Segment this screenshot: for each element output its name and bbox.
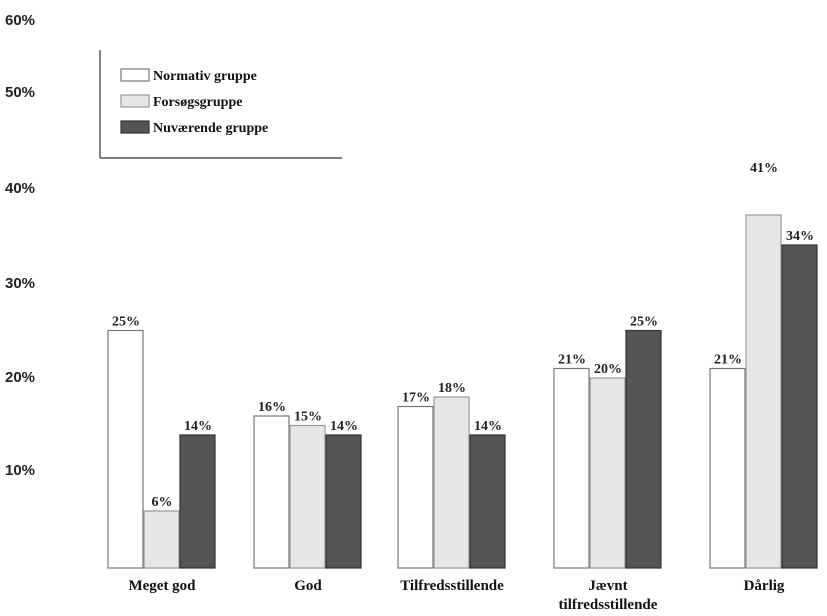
bar: [253, 415, 290, 569]
legend-label: Forsøgsgruppe: [153, 95, 242, 110]
value-label: 14%: [474, 419, 502, 434]
value-label: 21%: [558, 353, 586, 368]
bar: [553, 367, 590, 569]
legend-swatch: [120, 68, 150, 82]
y-tick-label: 20%: [5, 369, 35, 386]
bar: [179, 434, 216, 569]
x-axis-labels: Meget god God Tilfredsstillende Jævnt tilfre…: [128, 578, 784, 613]
y-tick-label: 40%: [5, 180, 35, 197]
value-label: 20%: [594, 362, 622, 377]
bar: [709, 367, 746, 569]
x-tick-label: Meget god: [128, 578, 196, 594]
bar: [289, 424, 326, 569]
value-label: 25%: [112, 315, 140, 330]
value-label: 15%: [294, 410, 322, 425]
value-label: 18%: [438, 381, 466, 396]
value-label: 25%: [630, 315, 658, 330]
value-label: 41%: [750, 161, 778, 176]
legend-label: Nuværende gruppe: [153, 121, 268, 136]
value-label: 14%: [330, 419, 358, 434]
bar: [143, 510, 180, 569]
y-tick-label: 60%: [5, 12, 35, 29]
x-tick-label: Dårlig: [744, 578, 785, 594]
x-tick-label: tilfredsstillende: [559, 597, 658, 613]
y-axis-ticks: 10% 20% 30% 40% 50% 60%: [5, 12, 35, 479]
y-tick-label: 10%: [5, 462, 35, 479]
value-label: 34%: [786, 229, 814, 244]
bar: [469, 434, 506, 569]
bar: [325, 434, 362, 569]
value-label: 14%: [184, 419, 212, 434]
value-label: 17%: [402, 391, 430, 406]
bars: [107, 214, 818, 569]
bar: [745, 214, 782, 569]
legend-swatch: [120, 120, 150, 134]
bar: [107, 329, 144, 569]
value-labels: 25% 16% 17% 21% 21% 6% 15% 18% 20% 41% 14% 14% 14% 25…: [112, 161, 814, 510]
legend-swatch: [120, 94, 150, 108]
value-label: 16%: [258, 400, 286, 415]
x-tick-label: God: [294, 578, 322, 594]
bar: [781, 244, 818, 569]
value-label: 6%: [152, 495, 173, 510]
x-tick-label: Jævnt: [588, 578, 627, 594]
bar: [433, 396, 470, 569]
bar: [625, 329, 662, 569]
legend: Normativ gruppe Forsøgsgruppe Nuværende gr…: [99, 50, 342, 159]
value-label: 21%: [714, 353, 742, 368]
y-tick-label: 50%: [5, 84, 35, 101]
y-tick-label: 30%: [5, 275, 35, 292]
bar: [589, 377, 626, 569]
bar: [397, 405, 434, 569]
legend-label: Normativ gruppe: [153, 69, 257, 84]
x-tick-label: Tilfredsstillende: [400, 578, 504, 594]
